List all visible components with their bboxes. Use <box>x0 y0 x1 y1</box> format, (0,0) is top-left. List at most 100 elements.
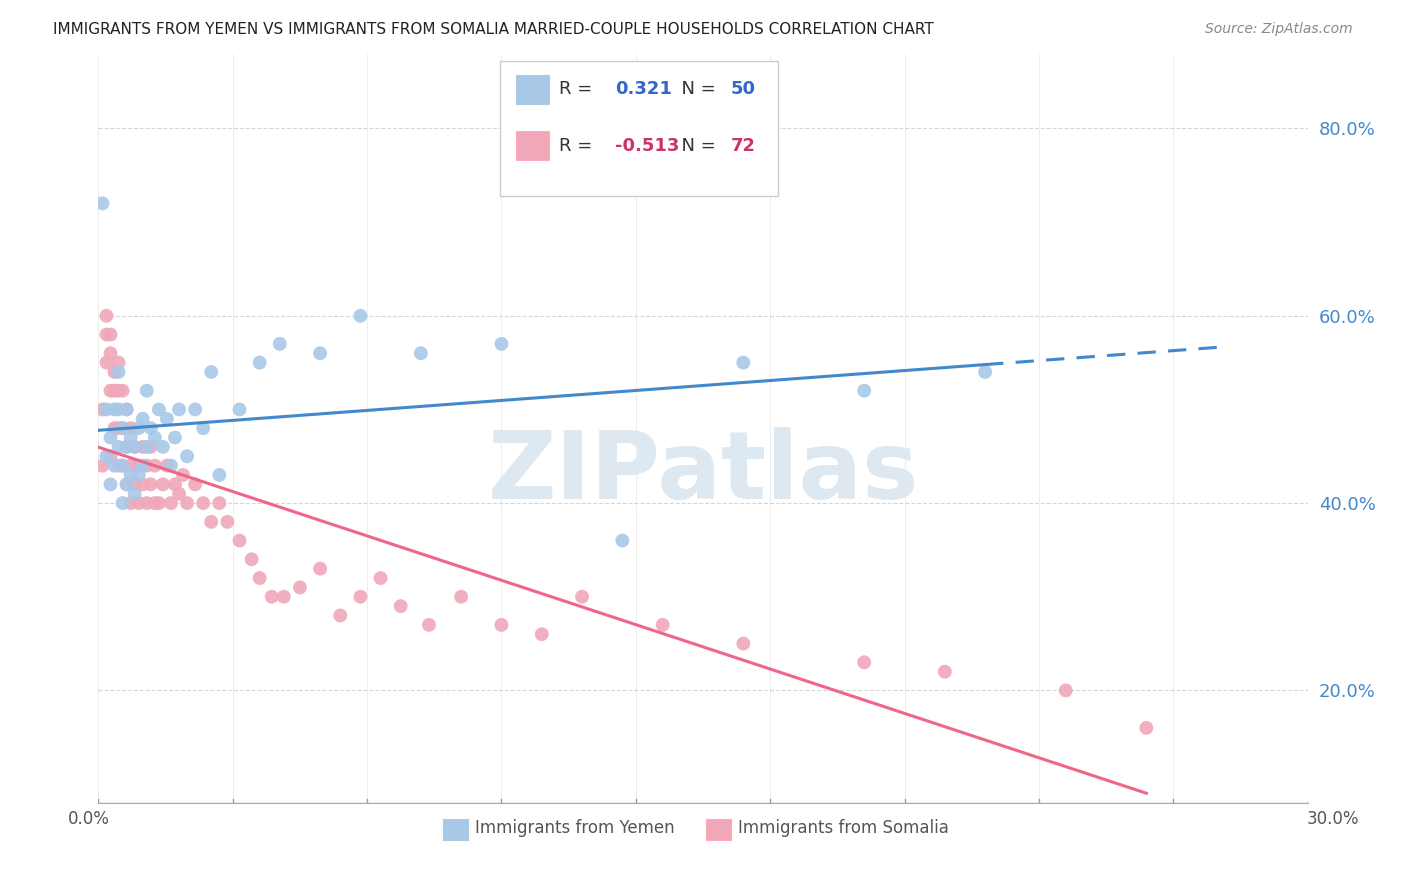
Point <box>228 402 250 417</box>
Point <box>143 496 166 510</box>
Point <box>120 421 142 435</box>
Point <box>491 617 513 632</box>
Point <box>100 384 122 398</box>
Point <box>124 440 146 454</box>
Text: 72: 72 <box>731 136 756 154</box>
Point <box>111 421 134 435</box>
Point <box>139 440 162 454</box>
Point <box>349 309 371 323</box>
Point <box>91 458 114 473</box>
Text: ZIPatlas: ZIPatlas <box>488 427 918 519</box>
FancyBboxPatch shape <box>516 131 550 160</box>
Point <box>143 458 166 473</box>
Point <box>120 431 142 445</box>
Point <box>249 356 271 370</box>
Point <box>135 458 157 473</box>
Point <box>418 617 440 632</box>
Point <box>1135 721 1157 735</box>
Point <box>111 496 134 510</box>
Point <box>160 496 183 510</box>
Point <box>934 665 956 679</box>
Point <box>132 440 155 454</box>
Point <box>172 468 194 483</box>
Point <box>128 468 150 483</box>
Point <box>107 440 129 454</box>
Text: Immigrants from Yemen: Immigrants from Yemen <box>475 819 675 837</box>
Point <box>148 496 170 510</box>
Point <box>853 655 876 669</box>
Point <box>135 496 157 510</box>
Point <box>491 337 513 351</box>
Point <box>124 440 146 454</box>
Point <box>135 440 157 454</box>
Point <box>612 533 634 548</box>
Point <box>96 402 118 417</box>
Point <box>228 533 250 548</box>
Point <box>160 458 183 473</box>
Point <box>370 571 392 585</box>
Point <box>152 440 174 454</box>
Text: N =: N = <box>671 80 721 98</box>
Point <box>103 384 125 398</box>
Point <box>156 458 179 473</box>
Point <box>450 590 472 604</box>
Point <box>120 458 142 473</box>
Point <box>273 590 295 604</box>
Point <box>167 402 190 417</box>
Point <box>100 450 122 464</box>
Point <box>193 421 215 435</box>
Point <box>115 402 138 417</box>
Point <box>288 581 311 595</box>
Point <box>193 496 215 510</box>
Point <box>409 346 432 360</box>
Point <box>107 458 129 473</box>
Point <box>100 431 122 445</box>
Point <box>249 571 271 585</box>
Point <box>128 458 150 473</box>
Point <box>107 365 129 379</box>
Point <box>389 599 412 614</box>
Point <box>132 477 155 491</box>
Point <box>111 458 134 473</box>
Point <box>124 487 146 501</box>
Point <box>107 421 129 435</box>
Point <box>349 590 371 604</box>
Point <box>571 590 593 604</box>
Point <box>96 450 118 464</box>
Point <box>124 477 146 491</box>
Point <box>143 431 166 445</box>
Point <box>135 384 157 398</box>
Point <box>100 327 122 342</box>
FancyBboxPatch shape <box>516 75 550 103</box>
Point <box>974 365 997 379</box>
Point <box>100 346 122 360</box>
Point <box>329 608 352 623</box>
Point <box>120 496 142 510</box>
Point <box>240 552 263 566</box>
Point <box>148 402 170 417</box>
Point <box>309 346 332 360</box>
Point <box>115 477 138 491</box>
Point <box>96 356 118 370</box>
Point <box>100 477 122 491</box>
Point <box>132 458 155 473</box>
Point <box>309 562 332 576</box>
Text: R =: R = <box>560 80 598 98</box>
Text: Immigrants from Somalia: Immigrants from Somalia <box>738 819 949 837</box>
Point <box>91 402 114 417</box>
Point <box>200 365 222 379</box>
Point <box>107 402 129 417</box>
Point <box>96 309 118 323</box>
Point <box>853 384 876 398</box>
Point <box>269 337 291 351</box>
Text: R =: R = <box>560 136 598 154</box>
Point <box>733 637 755 651</box>
Point <box>103 365 125 379</box>
Point <box>139 477 162 491</box>
Point <box>128 421 150 435</box>
Text: 50: 50 <box>731 80 756 98</box>
Point <box>111 421 134 435</box>
FancyBboxPatch shape <box>501 61 778 196</box>
Point <box>115 440 138 454</box>
Text: 0.321: 0.321 <box>614 80 672 98</box>
